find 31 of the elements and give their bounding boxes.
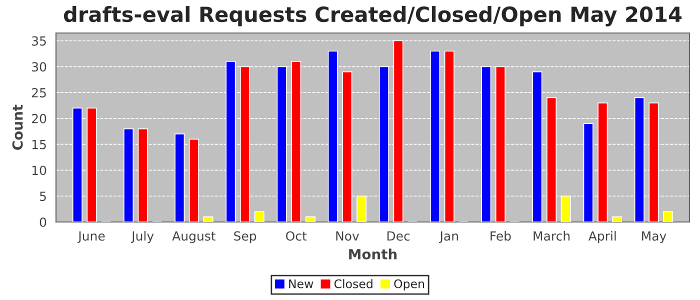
y-axis-title: Count [12, 104, 23, 150]
y-tick-label: 30 [32, 62, 46, 72]
x-tick-label: Jan [439, 231, 458, 244]
x-tick-label: June [78, 231, 105, 244]
y-tick-label: 35 [32, 36, 46, 46]
y-tick-label: 20 [32, 114, 46, 124]
x-tick-label: March [534, 231, 570, 241]
bar [612, 216, 622, 222]
y-tick-label: 5 [40, 192, 46, 202]
legend-label: New [289, 279, 314, 288]
x-axis-title: Month [349, 248, 397, 260]
x-tick-label: Nov [336, 231, 360, 241]
bar [203, 216, 214, 222]
bar [663, 211, 674, 222]
x-tick-label: May [642, 231, 666, 244]
x-tick-label: April [588, 231, 616, 244]
x-tick-label: Oct [286, 231, 307, 241]
chart-title: drafts-eval Requests Created/Closed/Open May 2014 [64, 6, 682, 26]
legend-label: Closed [334, 279, 372, 288]
y-tick-label: 15 [32, 140, 46, 150]
x-tick-label: July [130, 231, 154, 244]
x-tick-label: Dec [387, 231, 410, 241]
bar [305, 216, 316, 222]
x-tick-label: Sep [234, 231, 256, 244]
x-tick-label: Feb [490, 231, 511, 241]
x-tick-label: August [172, 231, 216, 244]
bar [254, 211, 264, 222]
legend-label: Open [394, 279, 424, 291]
y-tick-label: 10 [32, 166, 46, 176]
y-tick-label: 25 [32, 88, 46, 98]
y-tick-label: 0 [40, 217, 46, 227]
